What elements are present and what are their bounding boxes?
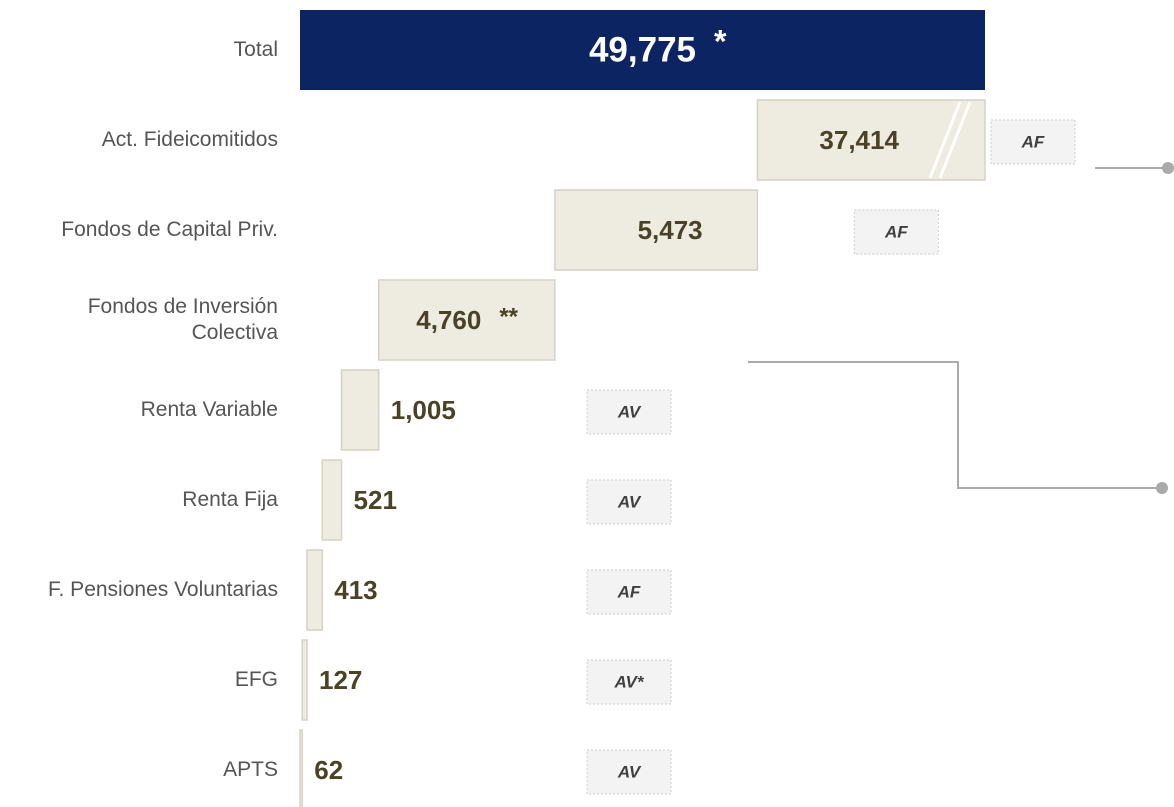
- tag: AV: [617, 762, 642, 781]
- tag: AF: [617, 582, 641, 601]
- category-label: Renta Variable: [140, 397, 278, 421]
- tag-box: [586, 749, 672, 795]
- tag: AV*: [614, 672, 645, 691]
- axis-break: [928, 101, 962, 179]
- bar: [321, 459, 343, 541]
- bar: [300, 10, 985, 90]
- category-label: F. Pensiones Voluntarias: [48, 577, 278, 601]
- category-label: Fondos de Inversión Colectiva: [87, 294, 278, 344]
- bar: [299, 729, 304, 807]
- tag-box: [990, 119, 1076, 165]
- connector-dot: [1156, 482, 1168, 494]
- value-label: 413: [334, 575, 377, 605]
- tag: AV: [617, 402, 642, 421]
- value-label: 62: [314, 755, 343, 785]
- category-label: Act. Fideicomitidos: [101, 127, 278, 151]
- bar: [301, 639, 308, 721]
- bar: [377, 279, 556, 361]
- value-label: 5,473: [638, 215, 703, 245]
- tag-box: [586, 479, 672, 525]
- category-label: Fondos de Capital Priv.: [61, 217, 278, 241]
- value-label: 4,760: [416, 305, 481, 335]
- tag: AF: [884, 222, 908, 241]
- value-label: 37,414: [819, 125, 899, 155]
- category-label: EFG: [234, 667, 278, 691]
- note: **: [499, 303, 518, 330]
- axis-break: [938, 101, 972, 179]
- tag-box: [853, 209, 939, 255]
- bar: [756, 99, 986, 181]
- category-label: Total: [233, 37, 278, 61]
- tag-box: [586, 389, 672, 435]
- connectors: [748, 167, 1168, 489]
- connector-line: [748, 361, 1162, 489]
- bar: [340, 369, 380, 451]
- tag: AV: [617, 492, 642, 511]
- note: *: [714, 23, 727, 59]
- value-label: 1,005: [391, 395, 456, 425]
- connector-dot: [1162, 162, 1174, 174]
- bar: [306, 549, 324, 631]
- value-label: 49,775: [589, 30, 696, 69]
- category-label: APTS: [223, 757, 278, 781]
- value-label: 521: [354, 485, 397, 515]
- category-label: Renta Fija: [182, 487, 278, 511]
- tag-box: [586, 659, 672, 705]
- value-label: 127: [319, 665, 362, 695]
- bar: [554, 189, 759, 271]
- tag-box: [586, 569, 672, 615]
- tag: AF: [1021, 132, 1045, 151]
